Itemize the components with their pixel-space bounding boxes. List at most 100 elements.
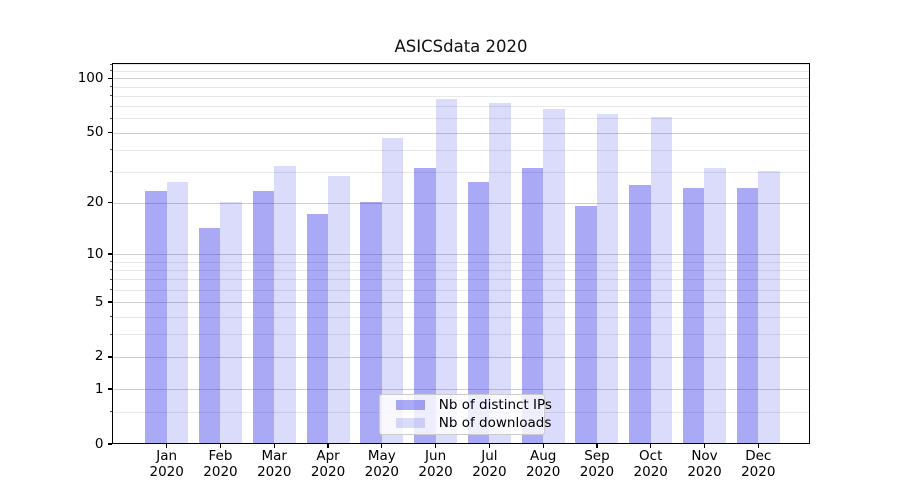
x-tick-mark — [650, 444, 652, 448]
x-tick-mark — [219, 444, 222, 448]
bar-distinct-ips-nov — [682, 188, 705, 443]
x-tick-mark — [703, 444, 706, 448]
x-tick-label-year: 2020 — [310, 463, 346, 480]
y-minor-tick-mark — [109, 95, 112, 97]
bar-downloads-jan — [166, 181, 189, 443]
x-tick-label-year: 2020 — [525, 463, 561, 480]
bar-downloads-sep — [596, 113, 619, 443]
bar-downloads-nov — [704, 168, 726, 443]
bar-distinct-ips-may — [360, 201, 382, 443]
bar-downloads-jul — [489, 103, 511, 443]
minor-gridline — [112, 279, 810, 281]
x-tick-label-nov: Nov 2020 — [673, 448, 737, 480]
y-minor-tick-mark — [109, 411, 112, 413]
legend-swatch-distinct-ips-icon — [396, 400, 425, 411]
x-tick-label-jan: Jan 2020 — [135, 448, 199, 480]
y-minor-tick-mark — [109, 289, 112, 291]
major-gridline — [112, 254, 810, 256]
x-tick-mark — [435, 444, 437, 448]
minor-gridline — [112, 95, 810, 97]
y-minor-tick-mark — [109, 278, 112, 280]
legend-swatch-downloads-icon — [396, 418, 425, 429]
x-tick-label-mar: Mar 2020 — [242, 448, 306, 480]
major-gridline — [112, 78, 810, 80]
x-tick-label-month: Dec — [745, 448, 772, 464]
x-tick-label-month: May — [367, 448, 396, 464]
major-gridline — [112, 132, 810, 134]
y-minor-tick-mark — [109, 63, 112, 65]
y-tick-label-0: 0 — [94, 435, 104, 452]
minor-gridline — [112, 316, 810, 318]
minor-gridline — [112, 334, 810, 336]
y-tick-label-50: 50 — [86, 124, 104, 141]
bar-downloads-aug — [543, 108, 565, 443]
x-tick-label-feb: Feb 2020 — [188, 448, 252, 480]
x-tick-mark — [488, 444, 490, 448]
x-tick-label-oct: Oct 2020 — [619, 448, 683, 480]
major-gridline — [112, 302, 810, 304]
y-tick-mark — [107, 356, 112, 358]
legend-row-downloads: Nb of downloads — [396, 415, 551, 431]
minor-gridline — [112, 149, 810, 151]
legend: Nb of distinct IPs Nb of downloads — [379, 393, 552, 435]
y-tick-mark — [107, 202, 112, 204]
y-tick-label-20: 20 — [86, 194, 104, 211]
x-tick-label-sep: Sep 2020 — [565, 448, 629, 480]
y-minor-tick-mark — [109, 316, 112, 317]
y-tick-mark — [107, 131, 112, 134]
x-tick-label-month: Mar — [261, 448, 287, 464]
y-minor-tick-mark — [109, 261, 112, 263]
minor-gridline — [112, 70, 810, 72]
y-minor-tick-mark — [109, 149, 112, 151]
x-tick-label-year: 2020 — [203, 463, 238, 480]
x-tick-label-month: Jan — [156, 448, 178, 464]
y-tick-mark — [107, 253, 112, 255]
bar-distinct-ips-feb — [198, 228, 221, 443]
x-tick-label-month: Aug — [529, 448, 557, 464]
bar-distinct-ips-apr — [306, 214, 329, 443]
x-tick-label-year: 2020 — [149, 463, 184, 480]
y-tick-label-100: 100 — [77, 69, 104, 86]
y-minor-tick-mark — [109, 333, 112, 335]
x-tick-label-month: Apr — [316, 448, 340, 464]
legend-label-downloads: Nb of downloads — [438, 415, 552, 432]
bar-downloads-dec — [758, 170, 780, 443]
bar-distinct-ips-jan — [145, 191, 167, 443]
bar-downloads-oct — [650, 117, 673, 443]
bar-distinct-ips-oct — [629, 184, 651, 443]
x-tick-label-year: 2020 — [633, 463, 668, 480]
chart-title: ASICSdata 2020 — [394, 37, 528, 56]
bar-distinct-ips-sep — [575, 205, 597, 443]
x-tick-label-may: May 2020 — [350, 448, 414, 480]
minor-gridline — [112, 86, 810, 88]
y-minor-tick-mark — [109, 171, 112, 173]
major-gridline — [112, 356, 810, 358]
x-tick-label-year: 2020 — [364, 463, 399, 480]
minor-gridline — [112, 106, 810, 108]
minor-gridline — [112, 289, 810, 291]
x-tick-label-year: 2020 — [257, 463, 292, 480]
y-tick-mark — [107, 388, 112, 390]
x-tick-label-month: Nov — [691, 448, 718, 464]
bar-downloads-apr — [328, 176, 350, 443]
minor-gridline — [112, 269, 810, 271]
x-tick-label-dec: Dec 2020 — [726, 448, 790, 480]
minor-gridline — [112, 64, 810, 66]
y-tick-label-1: 1 — [94, 380, 104, 397]
plot-area — [111, 63, 811, 444]
y-minor-tick-mark — [109, 86, 112, 88]
x-tick-label-month: Oct — [639, 448, 663, 464]
minor-gridline — [112, 118, 810, 120]
bar-downloads-may — [381, 138, 404, 443]
x-tick-label-year: 2020 — [579, 463, 615, 480]
y-minor-tick-mark — [109, 70, 112, 72]
bar-downloads-feb — [220, 201, 242, 443]
y-tick-mark — [107, 77, 112, 79]
x-tick-mark — [542, 444, 544, 448]
x-tick-label-month: Jun — [425, 448, 447, 464]
x-tick-label-month: Sep — [584, 448, 610, 464]
x-tick-label-year: 2020 — [418, 463, 453, 480]
x-tick-label-month: Jul — [481, 448, 498, 464]
x-tick-label-month: Feb — [208, 448, 233, 464]
